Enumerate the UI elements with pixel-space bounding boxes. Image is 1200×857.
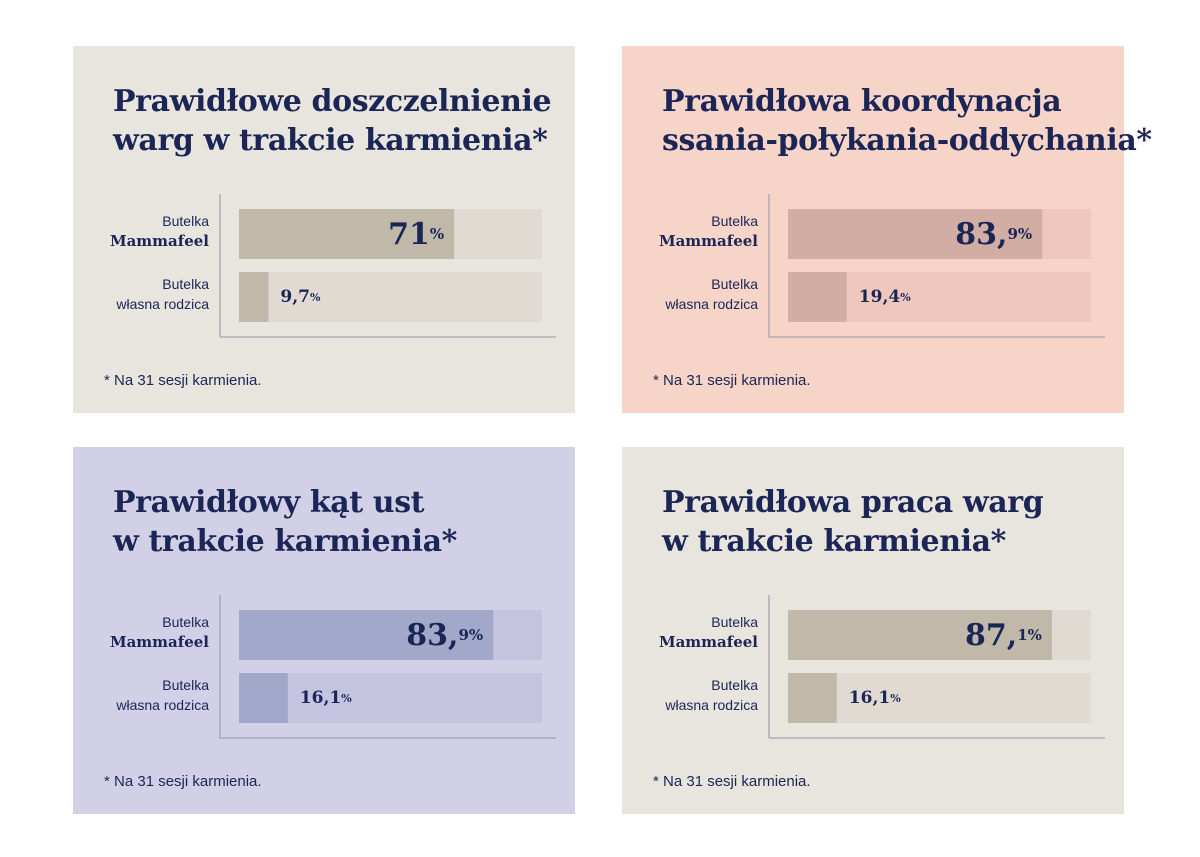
chart-panel-lip-seal: Prawidłowe doszczelnienie warg w trakcie… bbox=[73, 46, 575, 413]
category-label: Butelka bbox=[162, 677, 209, 693]
chart-footnote: * Na 31 sesji karmienia. bbox=[653, 773, 811, 790]
category-label: Butelka bbox=[711, 677, 758, 693]
bar-chart: 71% Butelka Mammafeel 9,7% Butelka własna rod… bbox=[110, 194, 556, 338]
category-label: Butelka bbox=[162, 614, 209, 630]
chart-footnote: * Na 31 sesji karmienia. bbox=[653, 372, 811, 389]
chart-title-line: Prawidłowa praca warg bbox=[662, 485, 1044, 520]
category-label: Butelka bbox=[711, 614, 758, 630]
chart-title-line: w trakcie karmienia* bbox=[113, 524, 457, 559]
data-bar bbox=[788, 610, 1052, 660]
bar-track bbox=[239, 673, 542, 723]
bar-chart: 87,1% Butelka Mammafeel 16,1% Butelka własna … bbox=[659, 595, 1105, 739]
data-bar bbox=[788, 673, 837, 723]
category-label: Mammafeel bbox=[110, 232, 209, 250]
data-label-unit: % bbox=[310, 291, 321, 304]
data-label-number: 83, bbox=[406, 618, 458, 653]
data-label: 19,4% bbox=[859, 287, 911, 307]
category-label: Butelka bbox=[711, 213, 758, 229]
chart-title-line: Prawidłowe doszczelnienie bbox=[113, 84, 552, 119]
chart-title: Prawidłowy kąt ust w trakcie karmienia* bbox=[113, 483, 573, 561]
chart-panel-lip-work: Prawidłowa praca warg w trakcie karmieni… bbox=[622, 447, 1124, 814]
data-label-number: 83, bbox=[955, 217, 1007, 252]
chart-title-line: ssania-połykania-oddychania* bbox=[662, 123, 1152, 158]
data-bar bbox=[788, 272, 847, 322]
chart-footnote: * Na 31 sesji karmienia. bbox=[104, 773, 262, 790]
chart-panel-suck-swallow-breathe: Prawidłowa koordynacja ssania-połykania-… bbox=[622, 46, 1152, 413]
category-label: Butelka bbox=[162, 213, 209, 229]
data-label-unit: % bbox=[900, 291, 911, 304]
data-label: 16,1% bbox=[849, 688, 901, 708]
bar-track bbox=[788, 673, 1091, 723]
chart-title: Prawidłowa praca warg w trakcie karmieni… bbox=[662, 483, 1122, 561]
category-label: własna rodzica bbox=[115, 697, 209, 713]
category-label: Mammafeel bbox=[659, 633, 758, 651]
data-label: 71% bbox=[388, 217, 444, 252]
data-label-number: 16,1 bbox=[849, 688, 890, 708]
data-label-unit: 9% bbox=[459, 626, 484, 644]
data-bar bbox=[239, 610, 494, 660]
category-label: Butelka bbox=[711, 276, 758, 292]
data-label-number: 71 bbox=[388, 217, 430, 252]
data-label-unit: % bbox=[890, 692, 901, 705]
category-label: własna rodzica bbox=[115, 296, 209, 312]
data-bar bbox=[239, 673, 288, 723]
data-label-number: 19,4 bbox=[859, 287, 901, 307]
chart-title-line: Prawidłowa koordynacja bbox=[662, 84, 1062, 119]
data-label: 87,1% bbox=[965, 618, 1042, 653]
chart-title-line: w trakcie karmienia* bbox=[662, 524, 1006, 559]
data-label-unit: % bbox=[430, 225, 444, 243]
data-bar bbox=[788, 209, 1043, 259]
bar-chart: 83,9% Butelka Mammafeel 16,1% Butelka własna … bbox=[110, 595, 556, 739]
chart-footnote: * Na 31 sesji karmienia. bbox=[104, 372, 262, 389]
bar-chart: 83,9% Butelka Mammafeel 19,4% Butelka własna … bbox=[659, 194, 1105, 338]
chart-title-line: Prawidłowy kąt ust bbox=[113, 485, 425, 520]
chart-title: Prawidłowe doszczelnienie warg w trakcie… bbox=[113, 82, 573, 160]
category-label: Mammafeel bbox=[659, 232, 758, 250]
data-bar bbox=[239, 209, 455, 259]
chart-title-line: warg w trakcie karmienia* bbox=[113, 123, 548, 158]
chart-title: Prawidłowa koordynacja ssania-połykania-… bbox=[662, 82, 1152, 160]
data-label-number: 87, bbox=[965, 618, 1017, 653]
bar-track bbox=[239, 272, 542, 322]
category-label: własna rodzica bbox=[664, 697, 758, 713]
category-label: własna rodzica bbox=[664, 296, 758, 312]
chart-panel-mouth-angle: Prawidłowy kąt ust w trakcie karmienia* … bbox=[73, 447, 575, 814]
data-label: 83,9% bbox=[955, 217, 1032, 252]
data-label-unit: 9% bbox=[1008, 225, 1033, 243]
data-label-number: 16,1 bbox=[300, 688, 341, 708]
data-label: 9,7% bbox=[280, 287, 321, 307]
data-label-unit: % bbox=[341, 692, 352, 705]
category-label: Mammafeel bbox=[110, 633, 209, 651]
category-label: Butelka bbox=[162, 276, 209, 292]
data-label-unit: 1% bbox=[1017, 626, 1042, 644]
data-label: 83,9% bbox=[406, 618, 483, 653]
data-bar bbox=[239, 272, 269, 322]
data-label: 16,1% bbox=[300, 688, 352, 708]
data-label-number: 9,7 bbox=[280, 287, 310, 307]
